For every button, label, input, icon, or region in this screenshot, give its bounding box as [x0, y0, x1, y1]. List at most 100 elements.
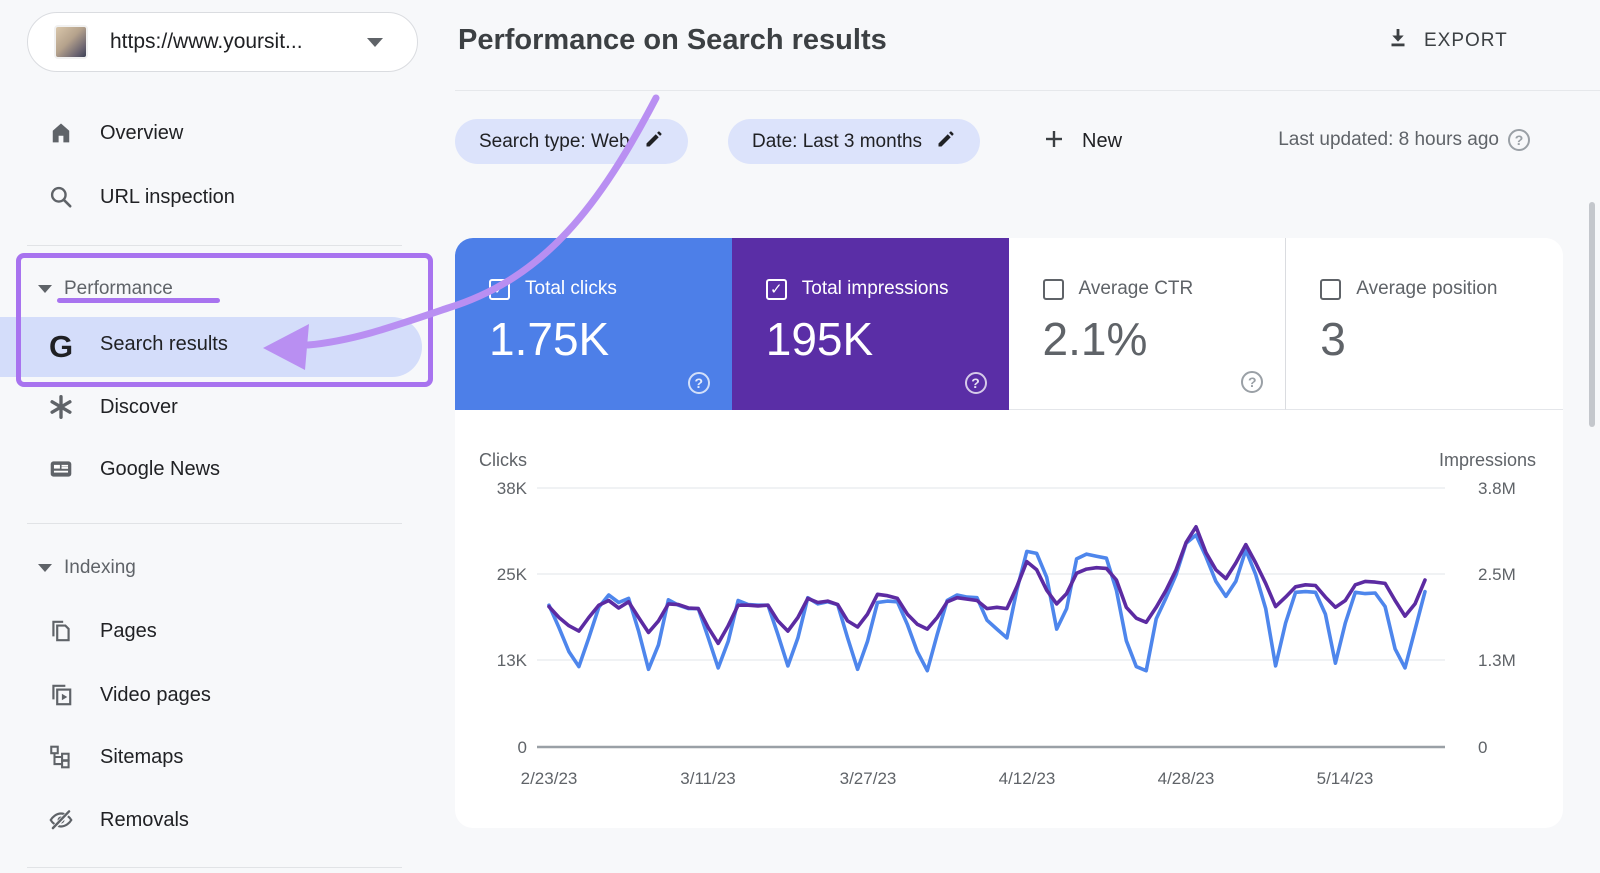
sidebar-item-url-inspection[interactable]: URL inspection [0, 173, 430, 221]
sidebar-divider [27, 867, 402, 868]
sidebar-item-discover[interactable]: Discover [0, 383, 430, 431]
x-tick: 5/14/23 [1316, 769, 1374, 788]
left-axis-title: Clicks [479, 450, 527, 470]
metric-cards-row: ✓ Total clicks 1.75K ? ✓ Total impressio… [455, 238, 1563, 410]
metric-label: Average position [1356, 278, 1498, 299]
section-label: Performance [64, 278, 173, 299]
chart-line-clicks [547, 533, 1427, 673]
home-icon [47, 119, 75, 147]
sidebar-item-pages[interactable]: Pages [0, 607, 430, 655]
last-updated: Last updated: 8 hours ago ? [1190, 129, 1530, 151]
total-clicks-card[interactable]: ✓ Total clicks 1.75K ? [455, 238, 732, 410]
y-tick-left: 0 [517, 738, 527, 757]
export-label: EXPORT [1424, 29, 1508, 51]
search-icon [47, 183, 75, 211]
google-g-icon: G [48, 328, 74, 364]
sidebar-section-indexing[interactable]: Indexing [0, 548, 430, 588]
right-axis-title: Impressions [1438, 450, 1536, 470]
help-icon[interactable]: ? [1508, 129, 1530, 151]
sidebar-item-label: Video pages [100, 683, 211, 706]
chart-canvas [537, 487, 1445, 749]
property-selector[interactable]: https://www.yoursit... [27, 12, 418, 72]
sidebar-item-label: Google News [100, 457, 221, 480]
sidebar-item-removals[interactable]: Removals [0, 796, 430, 844]
total-impressions-card[interactable]: ✓ Total impressions 195K ? [731, 238, 1009, 410]
new-label: New [1082, 130, 1123, 152]
sidebar-item-sitemaps[interactable]: Sitemaps [0, 733, 430, 781]
new-filter-button[interactable]: New [1042, 127, 1122, 156]
sidebar-divider [27, 245, 402, 246]
y-tick-left: 25K [496, 565, 527, 584]
sidebar-item-label: URL inspection [100, 185, 235, 208]
y-tick-right: 0 [1478, 738, 1488, 757]
sidebar-item-label: Pages [100, 619, 157, 642]
x-tick: 4/28/23 [1157, 769, 1215, 788]
eye-off-icon [47, 806, 75, 834]
metric-value: 3 [1320, 313, 1346, 365]
asterisk-icon [47, 393, 75, 421]
help-icon[interactable]: ? [1241, 371, 1264, 393]
y-tick-right: 3.8M [1478, 479, 1516, 498]
x-tick: 3/27/23 [839, 769, 897, 788]
metric-label: Total impressions [801, 278, 949, 299]
chart-line-impressions [547, 525, 1427, 646]
average-ctr-card[interactable]: Average CTR 2.1% ? [1008, 238, 1286, 410]
vertical-scrollbar-thumb[interactable] [1589, 202, 1595, 427]
caret-down-icon [38, 564, 52, 572]
sidebar-item-label: Discover [100, 395, 178, 418]
property-url: https://www.yoursit... [110, 30, 303, 53]
sitemap-icon [47, 743, 75, 771]
export-button[interactable]: EXPORT [1386, 26, 1508, 55]
y-tick-left: 13K [496, 651, 527, 670]
page-title: Performance on Search results [458, 24, 887, 56]
x-tick: 4/12/23 [998, 769, 1056, 788]
chip-label: Search type: Web [479, 130, 630, 152]
performance-panel: ✓ Total clicks 1.75K ? ✓ Total impressio… [455, 238, 1563, 828]
pages-icon [47, 617, 75, 645]
sidebar: https://www.yoursit... Overview URL insp… [0, 0, 440, 873]
x-tick: 3/11/23 [680, 769, 736, 788]
news-icon [47, 455, 75, 483]
section-label: Indexing [64, 557, 136, 578]
metric-value: 195K [765, 313, 874, 365]
y-tick-right: 1.3M [1478, 651, 1516, 670]
checkbox-unchecked-icon[interactable] [1320, 278, 1342, 300]
sidebar-item-label: Sitemaps [100, 745, 184, 768]
y-tick-right: 2.5M [1478, 565, 1516, 584]
sidebar-item-label: Search results [100, 333, 228, 355]
checkbox-checked-icon[interactable]: ✓ [489, 278, 510, 300]
checkbox-unchecked-icon[interactable] [1042, 278, 1064, 300]
sidebar-divider [27, 523, 402, 524]
metric-label: Average CTR [1078, 278, 1194, 299]
last-updated-text: Last updated: 8 hours ago [1278, 129, 1499, 150]
search-type-filter-chip[interactable]: Search type: Web [455, 119, 688, 164]
pencil-icon[interactable] [644, 129, 664, 155]
x-tick: 2/23/23 [520, 769, 578, 788]
video-pages-icon [47, 681, 75, 709]
metric-value: 2.1% [1042, 313, 1148, 365]
y-tick-left: 38K [496, 479, 527, 498]
date-filter-chip[interactable]: Date: Last 3 months [728, 119, 981, 164]
plus-icon [1042, 127, 1066, 156]
header-divider [455, 90, 1600, 91]
caret-down-icon [38, 285, 52, 293]
help-icon[interactable]: ? [687, 372, 710, 394]
sidebar-item-label: Overview [100, 121, 184, 144]
help-icon[interactable]: ? [964, 372, 987, 394]
sidebar-item-search-results[interactable]: G Search results [0, 317, 422, 377]
chip-label: Date: Last 3 months [752, 130, 923, 152]
performance-chart[interactable]: Clicks Impressions 38K 25K 13K 0 3.8M 2.… [455, 430, 1563, 828]
sidebar-item-overview[interactable]: Overview [0, 109, 430, 157]
pencil-icon[interactable] [936, 129, 956, 155]
dropdown-arrow-icon [367, 37, 383, 47]
sidebar-item-label: Removals [100, 808, 189, 831]
metric-label: Total clicks [525, 278, 617, 299]
sidebar-item-video-pages[interactable]: Video pages [0, 671, 430, 719]
sidebar-section-performance[interactable]: Performance [0, 269, 430, 309]
metric-value: 1.75K [489, 313, 610, 365]
checkbox-checked-icon[interactable]: ✓ [765, 278, 787, 300]
average-position-card[interactable]: Average position 3 [1285, 238, 1563, 410]
site-favicon [54, 25, 88, 59]
sidebar-item-google-news[interactable]: Google News [0, 445, 430, 493]
download-icon [1386, 26, 1410, 55]
